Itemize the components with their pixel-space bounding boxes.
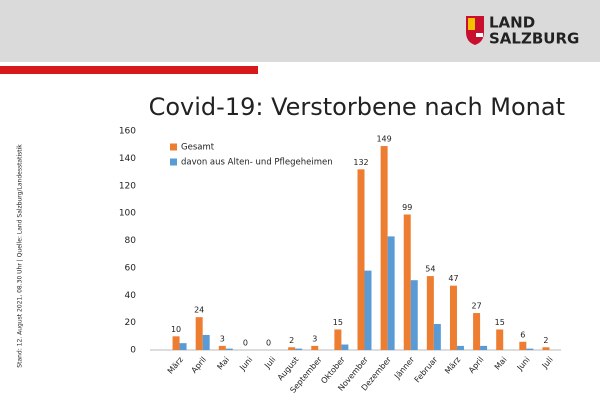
- bar: [172, 336, 180, 350]
- y-tick-label: 100: [119, 209, 136, 219]
- x-tick-label: April: [189, 355, 208, 375]
- bar: [456, 345, 464, 350]
- bar: [403, 214, 411, 350]
- value-label: 54: [425, 265, 435, 274]
- bar: [179, 343, 187, 350]
- bar: [357, 169, 365, 350]
- x-tick-label: Juni: [515, 355, 532, 373]
- x-tick-label: Juli: [262, 355, 277, 371]
- y-tick-label: 40: [125, 291, 137, 301]
- logo-text: LAND: [489, 14, 535, 32]
- value-label: 47: [448, 274, 458, 283]
- bar: [526, 348, 534, 350]
- x-tick-label: Juni: [237, 355, 254, 373]
- bar: [364, 270, 372, 350]
- value-label: 15: [333, 318, 343, 327]
- bar: [519, 341, 527, 350]
- value-label: 132: [353, 158, 368, 167]
- value-label: 24: [194, 306, 204, 315]
- x-tick-label: März: [166, 355, 185, 376]
- value-label: 0: [243, 339, 248, 348]
- bar: [288, 347, 296, 350]
- bar: [195, 317, 203, 350]
- bar: [218, 345, 226, 350]
- legend-swatch: [170, 143, 177, 151]
- x-tick-label: März: [443, 355, 462, 376]
- x-tick-label: April: [467, 355, 486, 375]
- y-tick-label: 160: [119, 127, 136, 137]
- value-label: 2: [543, 336, 548, 345]
- value-label: 149: [376, 135, 391, 144]
- bar: [542, 347, 550, 350]
- bar: [202, 334, 210, 350]
- logo-field: [468, 18, 475, 30]
- y-tick-label: 60: [125, 263, 137, 273]
- y-tick-label: 140: [119, 154, 136, 164]
- bar: [496, 329, 504, 350]
- side-note: Stand: 12. August 2021, 08.30 Uhr | Quel…: [17, 144, 24, 368]
- bar: [311, 345, 319, 350]
- bar: [410, 280, 418, 350]
- logo-text: SALZBURG: [489, 30, 579, 48]
- value-label: 10: [171, 325, 181, 334]
- y-tick-label: 0: [130, 346, 136, 356]
- bar: [387, 236, 395, 350]
- logo-stripe: [476, 33, 483, 37]
- bar: [334, 329, 342, 350]
- value-label: 3: [312, 334, 317, 343]
- value-label: 3: [220, 334, 225, 343]
- value-label: 6: [520, 330, 525, 339]
- x-tick-label: Juli: [540, 355, 555, 371]
- legend-label: davon aus Alten- und Pflegeheimen: [181, 158, 333, 168]
- bar: [341, 344, 349, 350]
- bar: [433, 323, 441, 350]
- bar: [225, 348, 233, 350]
- bar: [426, 276, 434, 350]
- y-tick-label: 80: [125, 236, 137, 246]
- bar: [473, 313, 481, 350]
- bar: [449, 285, 457, 350]
- bar: [480, 345, 488, 350]
- legend-label: Gesamt: [181, 143, 215, 153]
- value-label: 15: [495, 318, 505, 327]
- y-tick-label: 120: [119, 181, 136, 191]
- chart-title: Covid-19: Verstorbene nach Monat: [149, 93, 565, 121]
- header-band: [0, 0, 600, 62]
- bar: [380, 146, 388, 350]
- y-tick-label: 20: [125, 318, 137, 328]
- x-tick-label: Februar: [413, 355, 440, 385]
- bar: [295, 348, 303, 350]
- x-tick-label: Mai: [493, 355, 509, 372]
- value-label: 99: [402, 203, 412, 212]
- logo: LAND SALZBURG: [466, 14, 579, 48]
- value-label: 2: [289, 336, 294, 345]
- value-label: 0: [266, 339, 271, 348]
- value-label: 27: [471, 302, 481, 311]
- legend-swatch: [170, 158, 177, 166]
- red-bar: [0, 66, 258, 74]
- x-tick-label: Mai: [215, 355, 231, 372]
